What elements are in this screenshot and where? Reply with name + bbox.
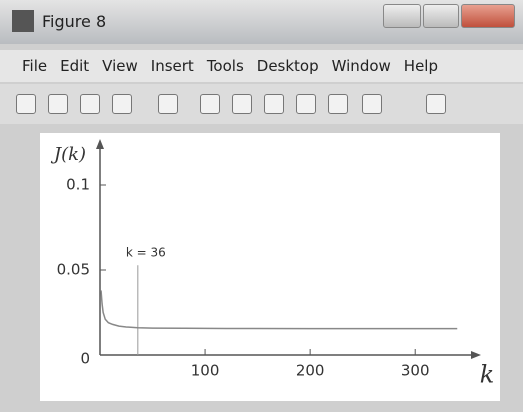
annotation-label: k = 36 [126, 246, 166, 260]
figure-window: Figure 8 File Edit View Insert Tools Desktop W… [0, 0, 523, 412]
tool-new[interactable] [16, 94, 36, 114]
menu-item[interactable]: File [22, 57, 47, 75]
title-bar: Figure 8 [0, 0, 523, 44]
data-line [101, 290, 457, 328]
tool-select[interactable] [158, 94, 178, 114]
toolbar [0, 84, 523, 124]
tool-zoom-in[interactable] [200, 94, 220, 114]
menu-item[interactable]: Edit [60, 57, 89, 75]
tool-open[interactable] [48, 94, 68, 114]
y-tick-label: 0 [80, 350, 90, 368]
tool-zoom-out[interactable] [232, 94, 252, 114]
tool-brush[interactable] [362, 94, 382, 114]
menu-item[interactable]: Insert [151, 57, 194, 75]
tool-pan[interactable] [264, 94, 284, 114]
x-tick-label: 200 [296, 362, 325, 380]
menu-item[interactable]: Desktop [257, 57, 319, 75]
window-icon [12, 10, 34, 32]
menu-item[interactable]: Window [332, 57, 391, 75]
x-tick-label: 100 [191, 362, 220, 380]
y-axis-label: J(k) [50, 144, 86, 165]
menu-item[interactable]: Help [404, 57, 438, 75]
y-axis-arrow [96, 139, 104, 149]
tool-link[interactable] [426, 94, 446, 114]
tool-save[interactable] [80, 94, 100, 114]
tool-rotate[interactable] [296, 94, 316, 114]
menu-bar: File Edit View Insert Tools Desktop Window Help [0, 50, 523, 82]
tool-datacursor[interactable] [328, 94, 348, 114]
x-tick-label: 300 [401, 362, 430, 380]
x-axis-arrow [471, 351, 481, 359]
chart: J(k) k 0 0.05 0.1 100 200 300 k = 36 [40, 133, 500, 401]
maximize-button[interactable] [423, 4, 459, 28]
minimize-button[interactable] [383, 4, 421, 28]
window-title: Figure 8 [42, 12, 106, 31]
menu-item[interactable]: Tools [207, 57, 244, 75]
tool-print[interactable] [112, 94, 132, 114]
y-tick-label: 0.1 [66, 176, 90, 194]
close-button[interactable] [461, 4, 515, 28]
menu-item[interactable]: View [102, 57, 138, 75]
y-tick-label: 0.05 [57, 261, 90, 279]
x-axis-label: k [480, 361, 495, 389]
